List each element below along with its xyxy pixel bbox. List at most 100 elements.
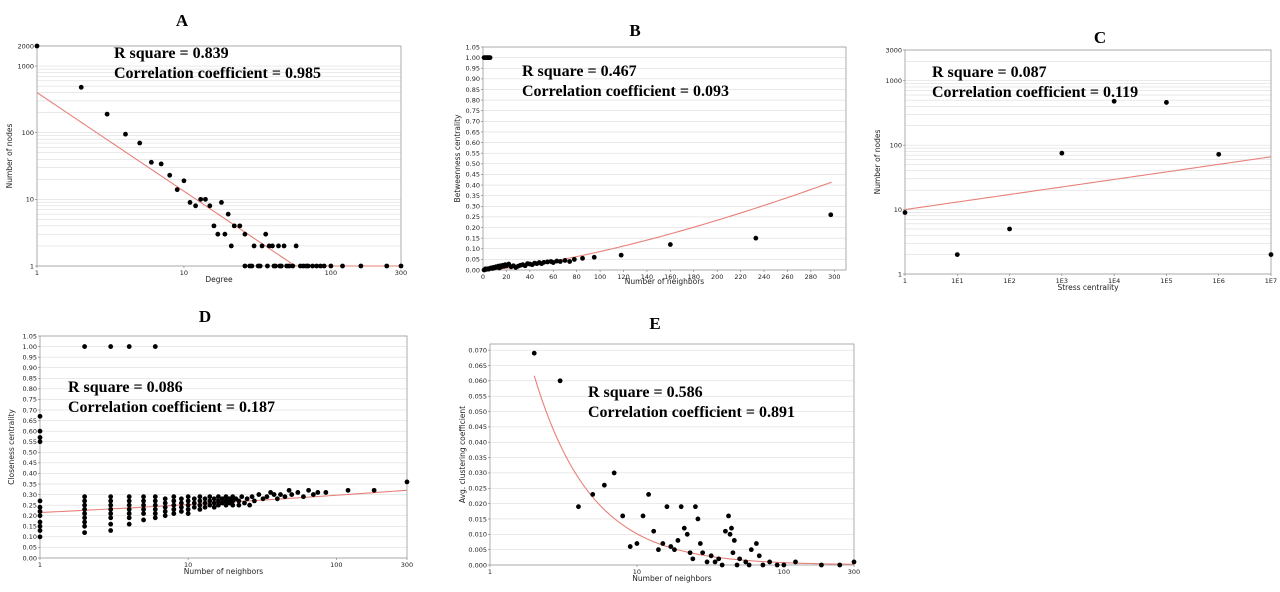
y-tick-label: 0.015 [468, 515, 487, 523]
data-point [141, 511, 146, 516]
data-point [126, 498, 132, 504]
data-point [398, 263, 404, 269]
data-point [108, 498, 114, 504]
x-tick-label: 1E4 [1108, 277, 1120, 285]
y-tick-label: 0.05 [466, 256, 480, 264]
data-point [690, 556, 696, 562]
data-point [340, 263, 345, 269]
data-point [108, 344, 114, 349]
y-tick-label: 0.020 [468, 500, 487, 508]
data-point [236, 502, 242, 508]
data-point [656, 547, 661, 553]
y-tick-label: 1.00 [23, 343, 37, 351]
data-point [664, 504, 670, 510]
data-point [684, 531, 690, 537]
data-point [251, 243, 257, 249]
data-point [211, 500, 217, 506]
data-point [695, 516, 701, 522]
data-point [723, 528, 728, 534]
data-point [244, 496, 250, 502]
data-point [531, 350, 537, 356]
data-point [760, 562, 766, 568]
data-point [223, 494, 229, 500]
r-square-annotation: R square = 0.839 [114, 45, 229, 62]
data-point [108, 506, 114, 512]
data-point [295, 490, 301, 495]
data-point [152, 515, 158, 521]
data-point [185, 506, 191, 512]
data-point [289, 492, 295, 497]
x-tick-label: 300 [401, 561, 413, 569]
x-tick-label: 10 [180, 269, 188, 277]
data-point [321, 263, 327, 269]
data-point [734, 562, 740, 568]
x-tick-label: 1E1 [951, 277, 963, 285]
regression-fit-line [533, 375, 855, 565]
data-point [236, 498, 242, 504]
data-point [152, 344, 158, 349]
data-point [225, 211, 231, 217]
y-tick-label: 0.30 [23, 491, 37, 499]
data-point [223, 498, 229, 504]
y-tick-label: 0.95 [466, 65, 480, 73]
y-axis-label: Closeness centrality [7, 409, 16, 485]
y-tick-label: 0.45 [466, 171, 480, 179]
data-point [954, 252, 960, 258]
data-point [286, 263, 292, 269]
data-point [171, 511, 177, 516]
y-tick-label: 3000 [885, 46, 902, 54]
data-point [487, 55, 493, 61]
data-point [37, 519, 43, 525]
y-tick-label: 0.040 [468, 439, 487, 447]
data-point [678, 504, 684, 510]
data-point [282, 494, 288, 500]
data-point [1059, 150, 1065, 156]
data-point [178, 496, 184, 502]
x-tick-label: 1E5 [1160, 277, 1172, 285]
data-point [202, 496, 208, 502]
data-point [207, 502, 213, 508]
panel-title: C [1094, 28, 1106, 47]
data-point [178, 509, 184, 514]
data-point [37, 435, 43, 440]
data-point [748, 547, 754, 553]
data-point [576, 504, 581, 510]
x-axis-label: Number of neighbors [184, 567, 264, 576]
data-point [242, 500, 247, 506]
x-tick-label: 1 [38, 561, 42, 569]
y-tick-label: 0.70 [466, 118, 480, 126]
data-point [108, 528, 114, 533]
data-point [301, 494, 306, 500]
data-point [545, 259, 550, 265]
data-point [712, 559, 718, 565]
data-point [191, 504, 197, 510]
y-tick-label: 0.060 [468, 377, 487, 385]
y-tick-label: 1000 [17, 62, 34, 70]
data-point [704, 559, 710, 565]
x-tick-label: 60 [549, 273, 557, 281]
plot-frame [36, 45, 402, 267]
y-tick-label: 0.40 [466, 181, 480, 189]
data-point [687, 550, 693, 556]
data-point [222, 231, 228, 237]
data-point [228, 243, 234, 249]
data-point [37, 534, 43, 540]
r-square-annotation: R square = 0.087 [932, 64, 1047, 81]
data-point [730, 550, 736, 556]
data-point [274, 496, 280, 502]
data-point [719, 562, 725, 568]
y-tick-label: 0.035 [468, 454, 487, 462]
chart-panel-e: 0.000 0.005 0.010 0.015 0.020 0.025 0.030 0.035… [458, 314, 860, 583]
x-tick-label: 300 [395, 269, 407, 277]
y-tick-label: 1.05 [23, 332, 37, 340]
data-point [37, 498, 43, 504]
data-point [293, 243, 299, 249]
data-point [315, 490, 321, 495]
chart-panel-d: 0.00 0.05 0.10 0.15 0.20 0.25 0.30 0.35 0.40 0.45… [7, 307, 413, 576]
data-point [591, 254, 597, 260]
x-tick-label: 140 [641, 273, 653, 281]
data-point [191, 500, 197, 506]
data-point [1007, 226, 1012, 232]
data-point [634, 541, 640, 546]
data-point [310, 263, 315, 269]
